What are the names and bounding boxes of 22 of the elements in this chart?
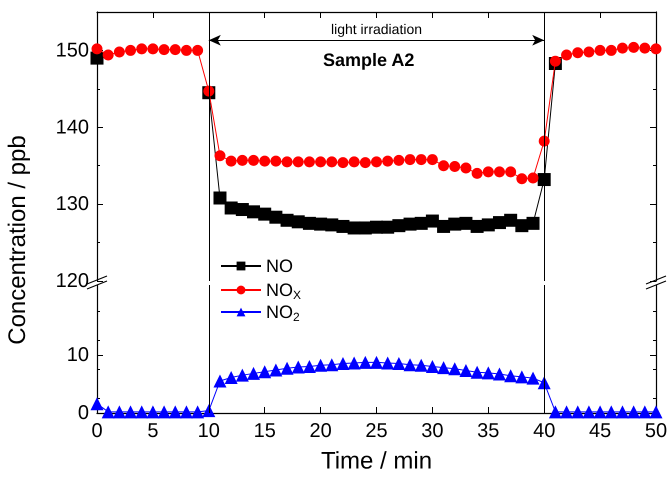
y-tick-label: 0 xyxy=(78,402,89,424)
y-tick-label: 10 xyxy=(66,344,89,366)
x-tick-label: 20 xyxy=(309,420,332,442)
y-tick-label: 140 xyxy=(56,116,89,138)
x-tick-label: 25 xyxy=(365,420,388,442)
x-tick-label: 5 xyxy=(147,420,158,442)
legend-label: NO xyxy=(266,256,293,276)
x-tick-label: 15 xyxy=(254,420,276,442)
x-tick-label: 45 xyxy=(588,420,612,442)
text: Sample A2 xyxy=(323,50,414,70)
y-tick-label: 120 xyxy=(56,270,89,292)
y-tick-label: 150 xyxy=(56,39,89,62)
x-tick-label: 40 xyxy=(533,420,556,442)
x-tick-label: 50 xyxy=(644,420,668,442)
x-tick-label: 10 xyxy=(198,420,220,442)
x-tick-label: 35 xyxy=(477,420,500,442)
y-axis-title: Concentration / ppb xyxy=(4,135,32,345)
x-tick-label: 0 xyxy=(91,420,103,442)
y-tick-label: 130 xyxy=(56,193,89,216)
annotation: light irradiation xyxy=(330,21,422,38)
x-axis-title: Time / min xyxy=(320,448,432,474)
x-tick-label: 30 xyxy=(421,420,444,442)
